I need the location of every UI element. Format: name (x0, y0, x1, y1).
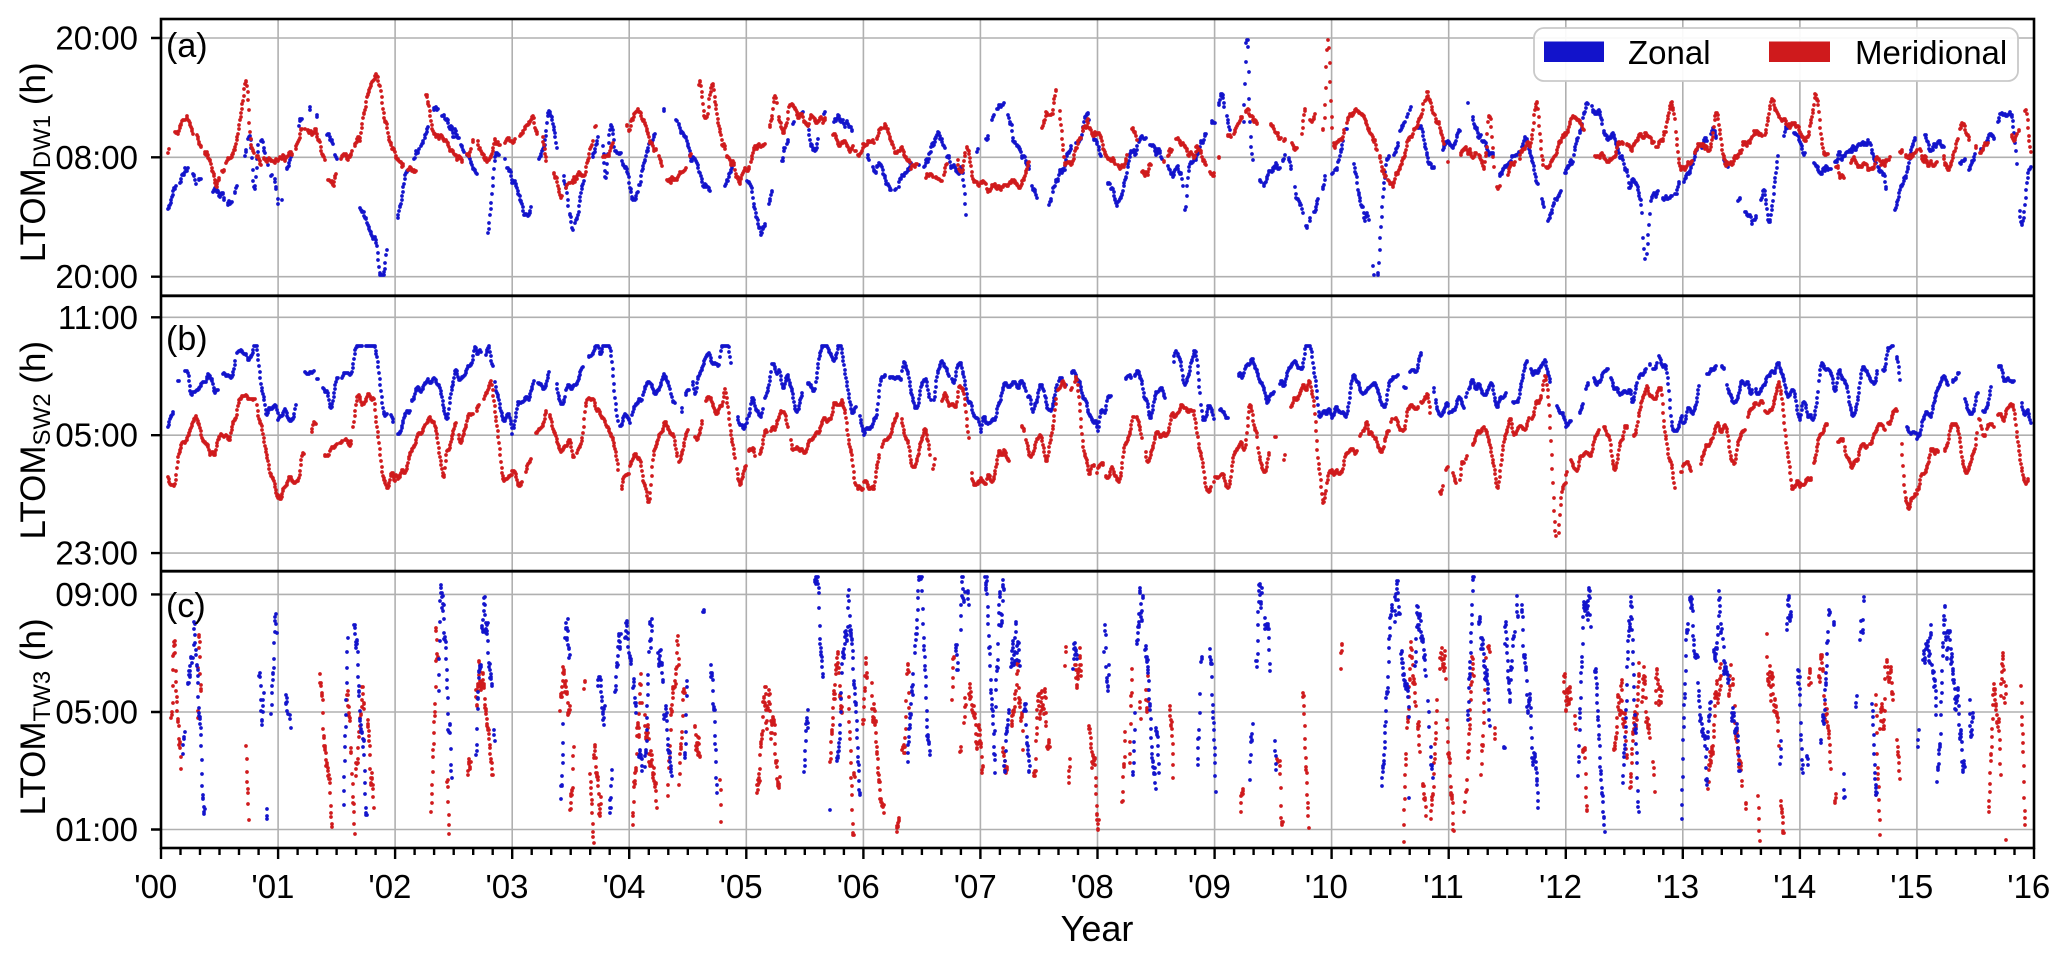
svg-text:08:00: 08:00 (55, 139, 138, 176)
svg-text:'05: '05 (720, 868, 763, 905)
svg-text:20:00: 20:00 (55, 20, 138, 57)
svg-text:05:00: 05:00 (55, 694, 138, 731)
svg-text:20:00: 20:00 (55, 258, 138, 295)
svg-text:'13: '13 (1656, 868, 1699, 905)
svg-text:11:00: 11:00 (58, 299, 138, 336)
svg-text:'01: '01 (251, 868, 294, 905)
svg-text:LTOMSW2 (h): LTOMSW2 (h) (14, 341, 56, 540)
svg-text:'08: '08 (1071, 868, 1114, 905)
svg-text:09:00: 09:00 (55, 576, 138, 613)
svg-text:LTOMTW3 (h): LTOMTW3 (h) (14, 618, 56, 815)
svg-text:'07: '07 (954, 868, 997, 905)
svg-text:'15: '15 (1890, 868, 1933, 905)
svg-text:(c): (c) (166, 587, 206, 625)
svg-text:(a): (a) (166, 27, 208, 65)
svg-text:'10: '10 (1305, 868, 1348, 905)
svg-text:01:00: 01:00 (55, 811, 138, 848)
svg-text:'16: '16 (2007, 868, 2050, 905)
svg-text:'03: '03 (485, 868, 528, 905)
svg-text:(b): (b) (166, 320, 208, 358)
svg-text:'09: '09 (1188, 868, 1231, 905)
svg-text:'04: '04 (602, 868, 645, 905)
svg-text:05:00: 05:00 (55, 417, 138, 454)
svg-text:Zonal: Zonal (1628, 34, 1711, 71)
svg-text:'02: '02 (368, 868, 411, 905)
svg-text:'14: '14 (1773, 868, 1816, 905)
svg-text:Meridional: Meridional (1855, 34, 2007, 71)
svg-text:'11: '11 (1423, 868, 1464, 905)
svg-text:'00: '00 (134, 868, 177, 905)
svg-text:'06: '06 (837, 868, 880, 905)
svg-text:Year: Year (1061, 908, 1134, 949)
svg-text:23:00: 23:00 (55, 535, 138, 572)
svg-text:'12: '12 (1539, 868, 1582, 905)
